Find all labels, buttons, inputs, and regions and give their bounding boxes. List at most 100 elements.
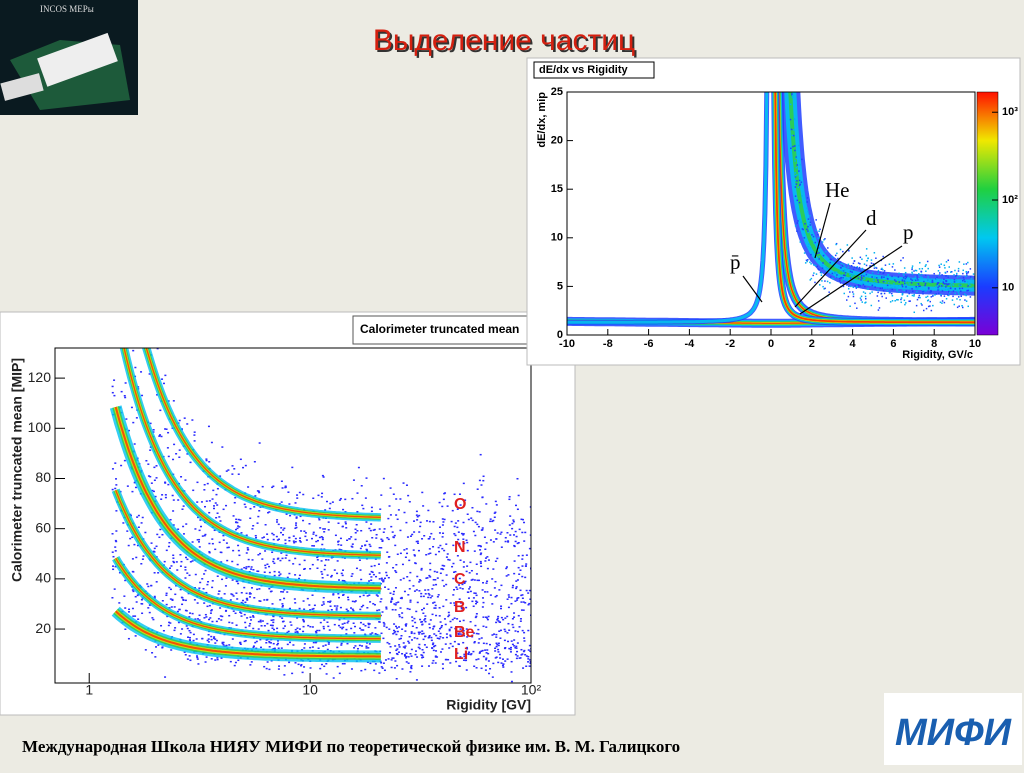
density-dot	[514, 653, 517, 656]
density-dot	[233, 501, 236, 504]
density-dot	[156, 348, 159, 350]
density-dot	[273, 570, 276, 573]
density-dot	[924, 265, 927, 268]
density-dot	[469, 621, 472, 623]
density-dot	[327, 641, 330, 644]
density-dot	[438, 615, 441, 617]
density-dot	[476, 523, 479, 526]
density-dot	[155, 465, 158, 467]
density-dot	[481, 589, 484, 591]
density-dot	[898, 272, 900, 275]
density-dot	[389, 514, 392, 516]
density-dot	[941, 290, 944, 292]
density-dot	[289, 621, 292, 623]
density-dot	[955, 279, 957, 282]
density-dot	[794, 186, 797, 188]
density-dot	[164, 428, 167, 430]
density-dot	[204, 569, 207, 572]
density-dot	[943, 295, 946, 297]
density-dot	[196, 539, 199, 541]
density-dot	[458, 620, 461, 623]
density-dot	[381, 611, 384, 613]
density-dot	[351, 573, 354, 575]
density-dot	[149, 422, 152, 425]
density-dot	[266, 538, 269, 541]
density-dot	[884, 287, 886, 289]
density-dot	[380, 494, 383, 496]
density-dot	[259, 646, 262, 649]
density-dot	[918, 294, 921, 297]
density-dot	[216, 658, 219, 661]
density-dot	[399, 552, 402, 555]
density-dot	[394, 625, 397, 628]
density-dot	[498, 589, 501, 591]
density-dot	[920, 302, 922, 305]
density-dot	[152, 490, 155, 493]
density-dot	[428, 548, 431, 550]
density-dot	[831, 256, 834, 258]
density-dot	[861, 301, 864, 303]
density-dot	[852, 262, 855, 265]
density-dot	[882, 280, 885, 283]
density-dot	[401, 652, 404, 655]
density-dot	[273, 574, 276, 577]
density-dot	[961, 287, 964, 290]
density-dot	[198, 587, 201, 589]
density-dot	[396, 553, 399, 556]
density-dot	[514, 600, 517, 602]
density-dot	[857, 277, 860, 280]
density-dot	[240, 591, 243, 594]
density-dot	[263, 665, 266, 668]
density-dot	[433, 601, 436, 604]
density-dot	[794, 176, 797, 178]
density-dot	[367, 623, 370, 626]
density-dot	[145, 459, 148, 462]
density-dot	[405, 661, 408, 663]
density-dot	[513, 612, 516, 614]
density-dot	[373, 603, 376, 606]
density-dot	[814, 241, 817, 244]
density-dot	[149, 475, 152, 478]
density-dot	[463, 542, 466, 545]
density-dot	[322, 596, 325, 599]
density-dot	[930, 289, 932, 292]
density-dot	[522, 601, 525, 603]
density-dot	[445, 599, 448, 601]
density-dot	[114, 487, 117, 490]
density-dot	[252, 646, 255, 649]
density-dot	[455, 541, 458, 543]
density-dot	[466, 646, 469, 649]
density-dot	[803, 237, 806, 239]
density-dot	[919, 285, 921, 287]
density-dot	[271, 603, 274, 605]
density-dot	[471, 600, 474, 603]
density-dot	[254, 641, 257, 644]
density-dot	[866, 270, 869, 273]
density-dot	[825, 266, 828, 268]
density-dot	[354, 532, 357, 534]
density-dot	[243, 613, 246, 616]
density-dot	[298, 607, 301, 610]
density-dot	[277, 640, 280, 642]
density-dot	[259, 638, 262, 641]
density-dot	[318, 629, 321, 632]
density-dot	[911, 267, 913, 269]
density-dot	[462, 533, 465, 535]
density-dot	[336, 560, 339, 562]
density-dot	[479, 549, 482, 551]
density-dot	[465, 539, 468, 541]
density-dot	[416, 519, 419, 521]
density-dot	[485, 582, 488, 584]
density-dot	[258, 442, 261, 444]
density-dot	[441, 579, 444, 582]
density-dot	[234, 661, 237, 664]
x-tick-label: 2	[809, 338, 815, 350]
density-dot	[501, 664, 504, 667]
density-dot	[128, 608, 131, 611]
density-dot	[441, 536, 444, 538]
density-dot	[391, 597, 394, 599]
density-dot	[273, 562, 276, 565]
density-dot	[881, 267, 883, 270]
density-dot	[341, 579, 344, 582]
density-dot	[182, 598, 185, 601]
